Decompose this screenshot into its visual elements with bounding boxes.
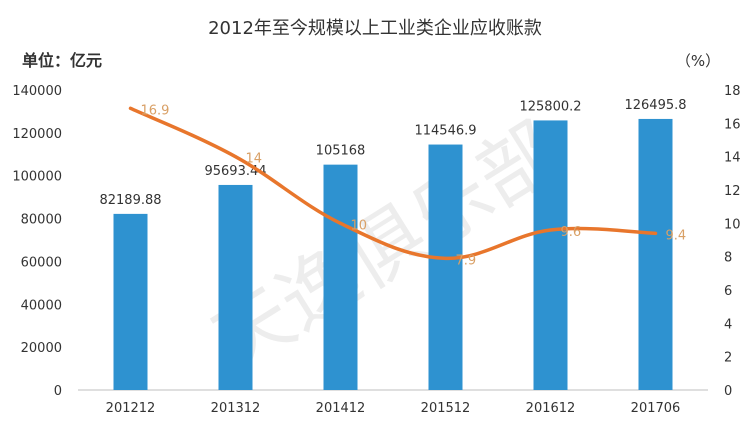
left-axis-ticks: 0 20000 40000 60000 80000 100000 120000 140000 xyxy=(12,84,62,399)
line-point-201212 xyxy=(129,106,132,110)
bar-label-201706: 126495.8 xyxy=(624,98,686,113)
left-axis-unit-label: 单位：亿元 xyxy=(22,51,102,70)
line-series xyxy=(128,106,658,261)
left-tick-label: 40000 xyxy=(21,298,62,313)
line-point-201612 xyxy=(549,228,552,232)
left-tick-label: 0 xyxy=(54,384,62,399)
bar-201212 xyxy=(113,213,148,390)
right-tick-label: 6 xyxy=(724,284,732,299)
watermark-text: 天逸俱乐部 xyxy=(197,106,575,389)
left-tick-label: 140000 xyxy=(12,84,62,99)
line-label-201212: 16.9 xyxy=(141,103,170,118)
line-point-201312 xyxy=(234,155,237,159)
chart-title: 2012年至今规模以上工业类企业应收账款 xyxy=(208,18,542,39)
bar-label-201612: 125800.2 xyxy=(519,99,581,114)
line-label-201412: 10 xyxy=(351,218,368,233)
x-tick-label: 201412 xyxy=(316,401,366,416)
line-label-201612: 9.6 xyxy=(561,225,582,240)
left-tick-label: 20000 xyxy=(21,341,62,356)
right-axis-ticks: 0 2 4 6 8 10 12 14 16 18 xyxy=(724,84,741,399)
x-axis-ticks: 201212 201312 201412 201512 201612 201706 xyxy=(106,401,681,416)
line-label-201512: 7.9 xyxy=(456,253,477,268)
bar-201512 xyxy=(428,144,463,390)
right-axis-unit-label: （%） xyxy=(676,52,720,70)
right-tick-label: 14 xyxy=(724,151,741,166)
x-tick-label: 201512 xyxy=(421,401,471,416)
bar-201612 xyxy=(533,120,568,390)
left-tick-label: 80000 xyxy=(21,213,62,228)
x-tick-label: 201612 xyxy=(526,401,576,416)
line-data-labels: 16.9 14 10 7.9 9.6 9.4 xyxy=(141,103,687,268)
bar-label-201412: 105168 xyxy=(316,144,366,159)
bar-201312 xyxy=(218,184,253,390)
line-point-201412 xyxy=(339,221,342,225)
right-tick-label: 0 xyxy=(724,384,732,399)
x-tick-label: 201706 xyxy=(631,401,681,416)
right-tick-label: 10 xyxy=(724,217,741,232)
watermark: 天逸俱乐部 xyxy=(197,106,575,389)
left-tick-label: 60000 xyxy=(21,255,62,270)
line-point-201706 xyxy=(654,231,657,235)
line-label-201706: 9.4 xyxy=(666,228,687,243)
left-tick-label: 120000 xyxy=(12,127,62,142)
right-tick-label: 16 xyxy=(724,117,741,132)
bar-201706 xyxy=(638,118,673,391)
right-tick-label: 4 xyxy=(724,317,732,332)
right-tick-label: 12 xyxy=(724,184,741,199)
line-label-201312: 14 xyxy=(246,152,263,167)
bar-label-201512: 114546.9 xyxy=(414,124,476,139)
bar-label-201212: 82189.88 xyxy=(99,193,161,208)
bar-201412 xyxy=(323,164,358,390)
line-path xyxy=(128,106,658,261)
left-tick-label: 100000 xyxy=(12,170,62,185)
right-tick-label: 2 xyxy=(724,351,732,366)
x-tick-label: 201212 xyxy=(106,401,156,416)
right-tick-label: 18 xyxy=(724,84,741,99)
line-point-201512 xyxy=(444,256,447,260)
right-tick-label: 8 xyxy=(724,251,732,266)
x-tick-label: 201312 xyxy=(211,401,261,416)
bar-series xyxy=(113,118,673,391)
